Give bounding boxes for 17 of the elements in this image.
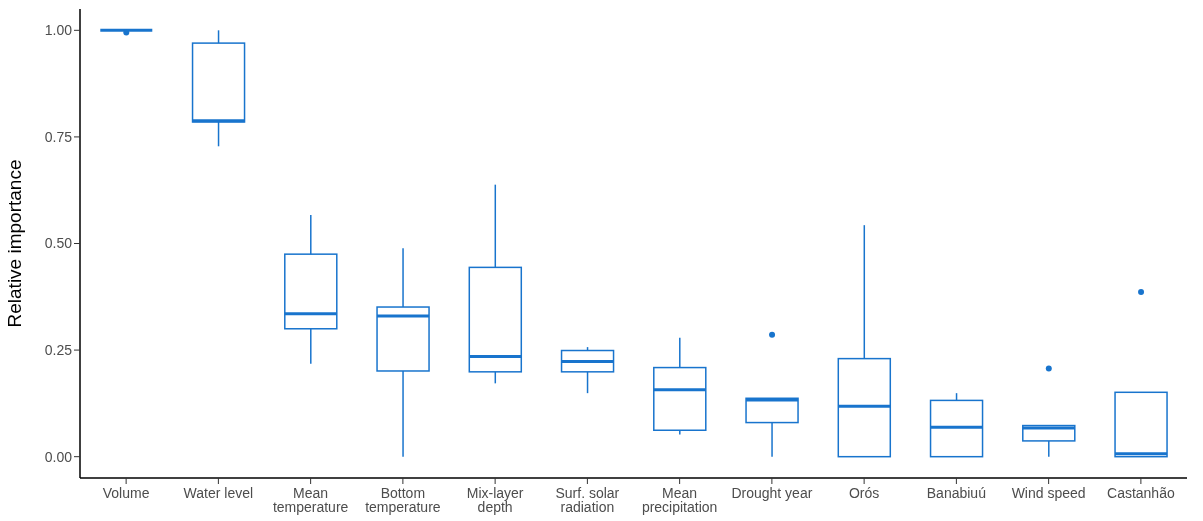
x-tick-label: Surf. solar radiation xyxy=(555,484,620,515)
x-tick-label: Volume xyxy=(102,484,150,501)
x-tick-label: Wind speed xyxy=(1011,484,1086,501)
x-tick-label: Bottom temperature xyxy=(365,484,441,515)
x-tick-label: Drought year xyxy=(731,484,813,501)
y-tick-label: 0.00 xyxy=(44,448,73,465)
x-tick-label: Mean precipitation xyxy=(641,484,718,515)
y-tick-label: 0.75 xyxy=(44,128,73,145)
x-tick-label: Mean temperature xyxy=(272,484,349,515)
x-tick-label: Mix-layer depth xyxy=(466,484,524,515)
x-tick-label: Orós xyxy=(848,484,880,501)
y-tick-label: 0.25 xyxy=(44,342,73,359)
x-tick-label: Castanhão xyxy=(1107,484,1175,501)
y-tick-label: 1.00 xyxy=(44,22,73,39)
x-tick-label: Banabiuú xyxy=(926,484,986,501)
y-tick-label: 0.50 xyxy=(44,235,73,252)
x-tick-label: Water level xyxy=(183,484,254,501)
